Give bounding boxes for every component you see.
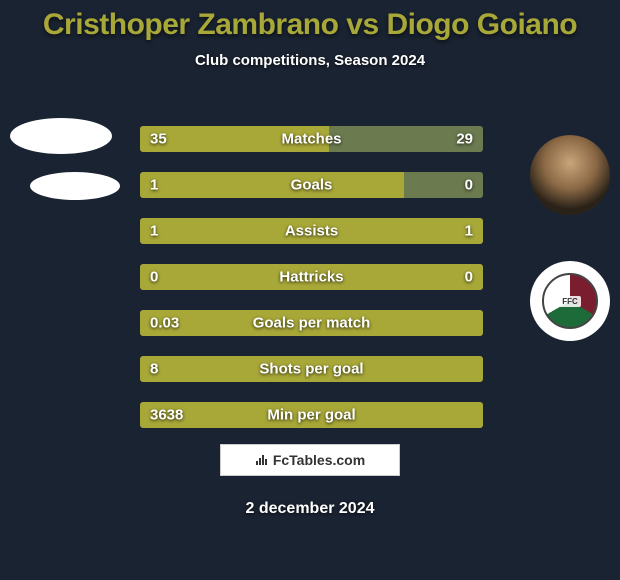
stat-row: 35 Matches 29 — [140, 126, 483, 152]
stat-value-right: 1 — [465, 223, 473, 240]
date-label: 2 december 2024 — [246, 500, 375, 518]
stat-value-left: 8 — [150, 361, 158, 378]
fctables-logo: FcTables.com — [220, 444, 400, 476]
player1-avatar-placeholder — [10, 118, 112, 154]
chart-icon — [255, 452, 269, 469]
player1-club-placeholder — [30, 172, 120, 200]
stat-row: 1 Goals 0 — [140, 172, 483, 198]
stat-value-left: 0 — [150, 269, 158, 286]
stat-value-left: 3638 — [150, 407, 183, 424]
stat-row: 3638 Min per goal — [140, 402, 483, 428]
bar-left — [140, 172, 404, 198]
stat-label: Matches — [281, 131, 341, 148]
stat-label: Hattricks — [279, 269, 343, 286]
page-title: Cristhoper Zambrano vs Diogo Goiano — [0, 0, 620, 42]
stat-label: Goals per match — [253, 315, 371, 332]
player2-avatars: FFC — [530, 135, 610, 341]
player2-club-badge: FFC — [530, 261, 610, 341]
stat-value-left: 0.03 — [150, 315, 179, 332]
stat-value-left: 1 — [150, 177, 158, 194]
stat-row: 0 Hattricks 0 — [140, 264, 483, 290]
stat-row: 8 Shots per goal — [140, 356, 483, 382]
stats-bars: 35 Matches 29 1 Goals 0 1 Assists 1 0 Hattricks 0 0.… — [140, 126, 483, 448]
stat-value-right: 0 — [465, 269, 473, 286]
subtitle: Club competitions, Season 2024 — [0, 52, 620, 69]
logo-text: FcTables.com — [273, 452, 365, 468]
player1-avatars — [10, 118, 120, 200]
club-badge-text: FFC — [559, 296, 581, 307]
stat-label: Min per goal — [267, 407, 355, 424]
club-badge-icon: FFC — [542, 273, 598, 329]
stat-value-right: 29 — [456, 131, 473, 148]
stat-value-left: 35 — [150, 131, 167, 148]
stat-label: Assists — [285, 223, 338, 240]
player2-face — [530, 135, 610, 215]
stat-row: 1 Assists 1 — [140, 218, 483, 244]
player2-avatar — [530, 135, 610, 215]
stat-value-left: 1 — [150, 223, 158, 240]
stat-value-right: 0 — [465, 177, 473, 194]
stat-row: 0.03 Goals per match — [140, 310, 483, 336]
stat-label: Shots per goal — [259, 361, 363, 378]
comparison-infographic: Cristhoper Zambrano vs Diogo Goiano Club… — [0, 0, 620, 580]
stat-label: Goals — [291, 177, 333, 194]
